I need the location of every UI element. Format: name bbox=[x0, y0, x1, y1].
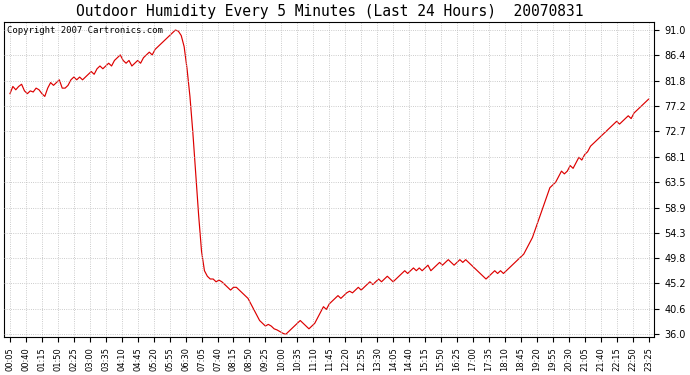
Text: Copyright 2007 Cartronics.com: Copyright 2007 Cartronics.com bbox=[8, 27, 164, 36]
Title: Outdoor Humidity Every 5 Minutes (Last 24 Hours)  20070831: Outdoor Humidity Every 5 Minutes (Last 2… bbox=[75, 4, 583, 19]
